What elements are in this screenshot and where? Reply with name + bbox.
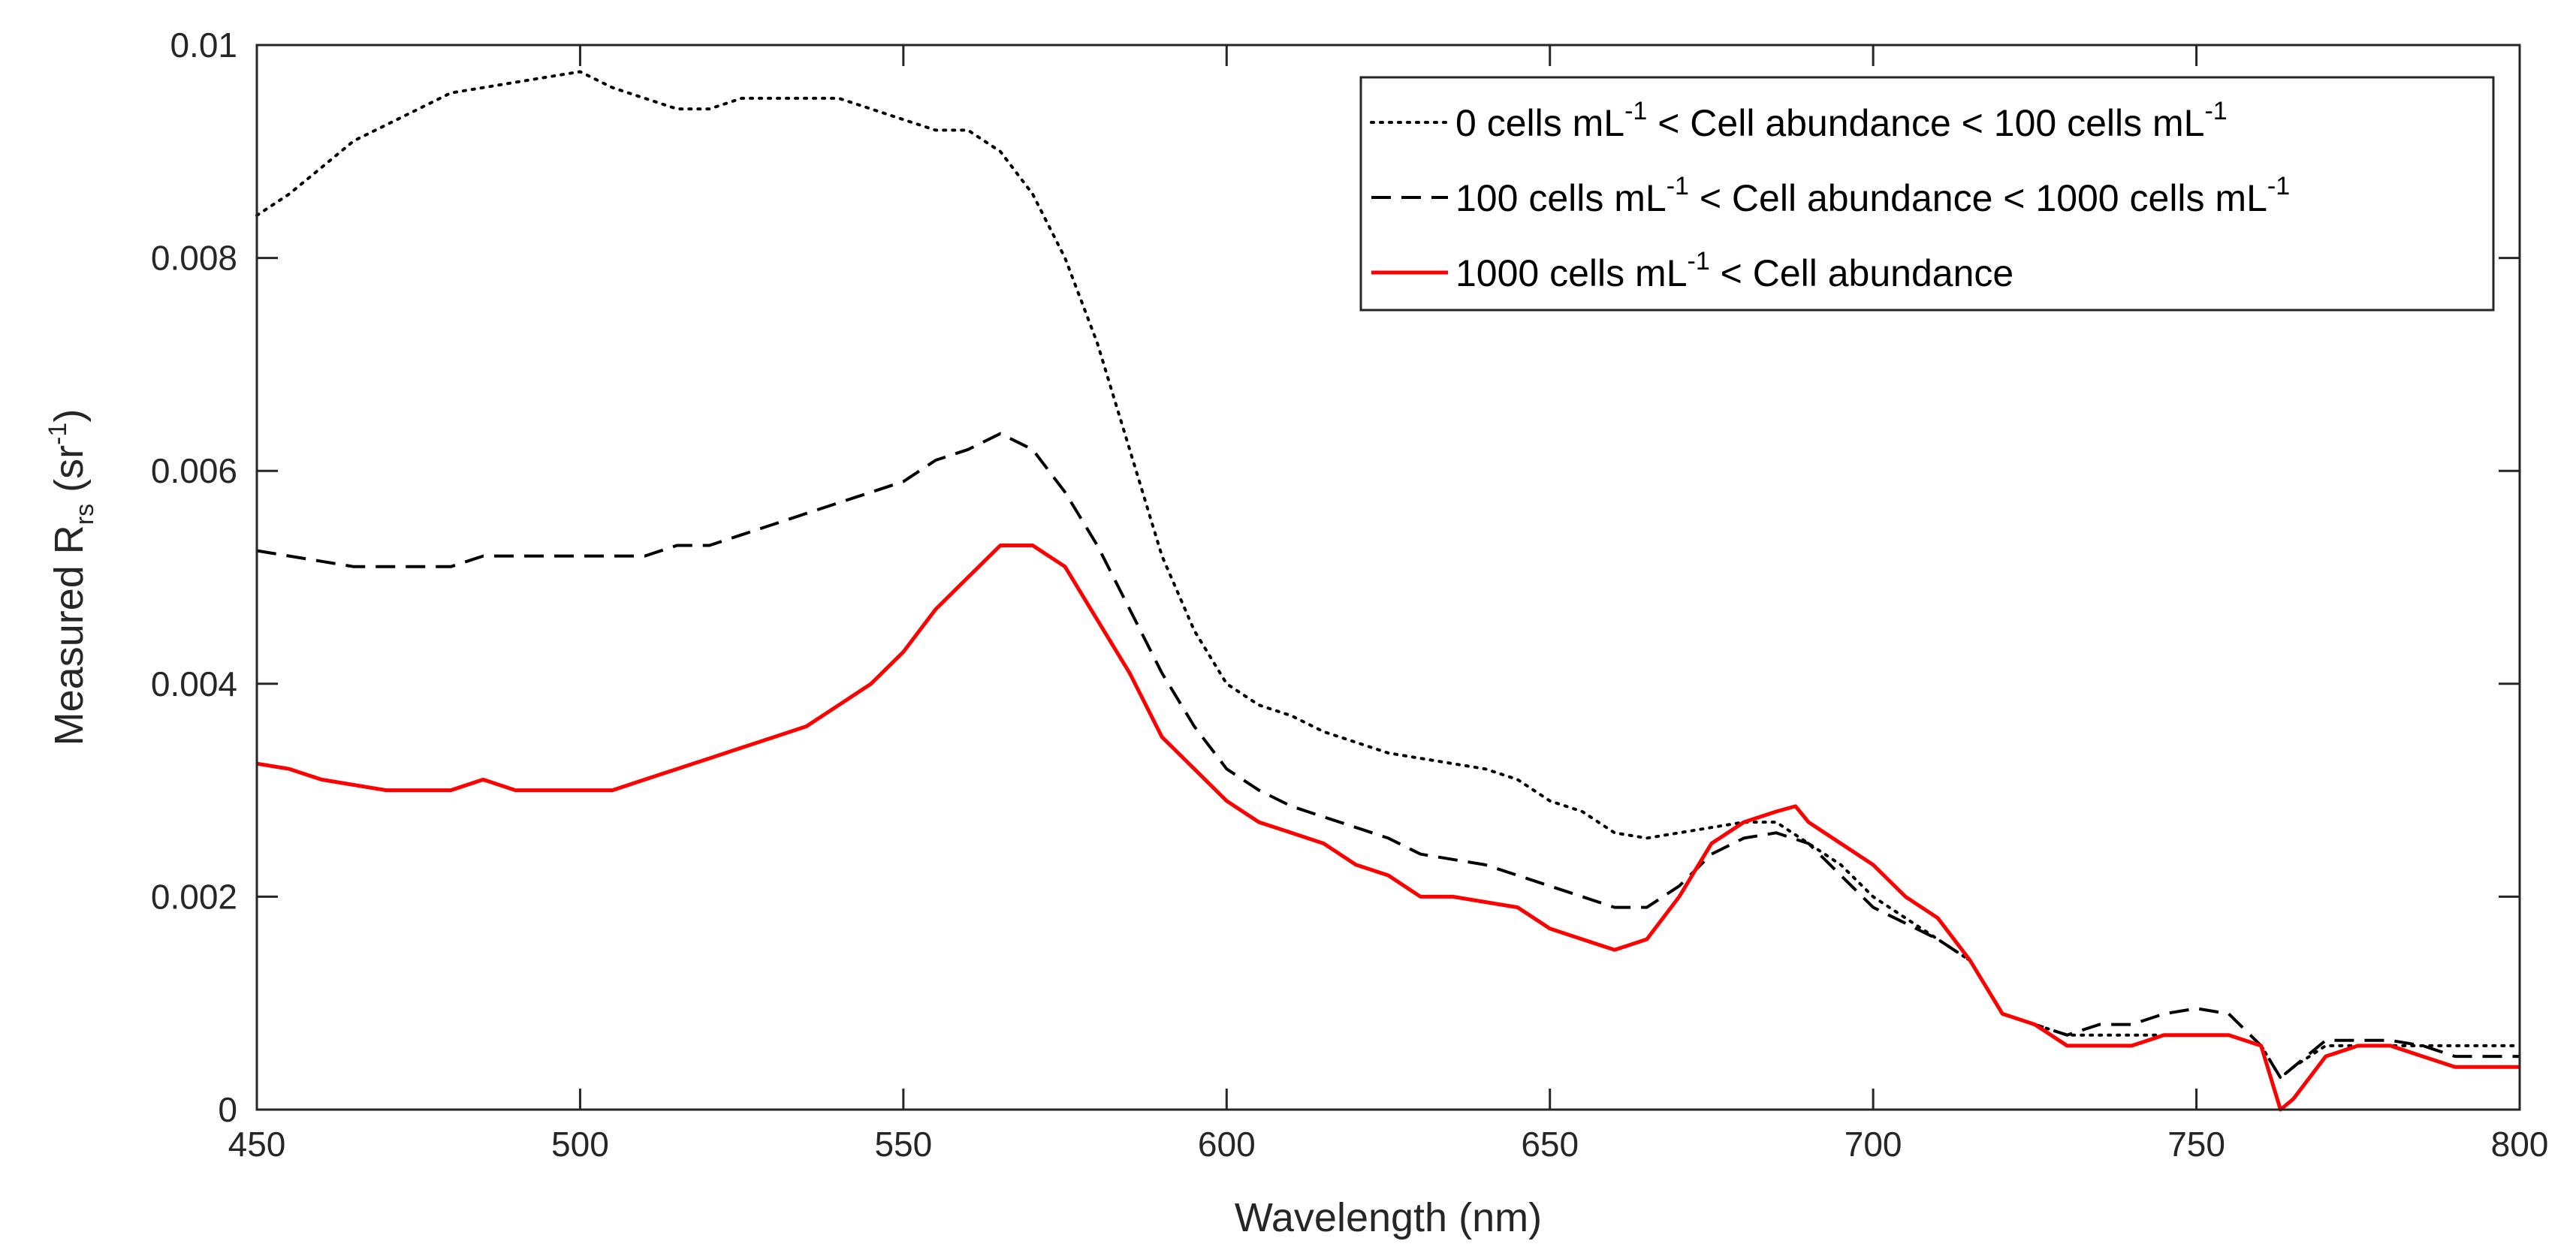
legend-label-3: 1000 cells mL-1 < Cell abundance (1455, 247, 2013, 294)
x-tick-label: 500 (551, 1125, 609, 1164)
legend-label-2: 100 cells mL-1 < Cell abundance < 1000 c… (1455, 172, 2290, 219)
legend-label-part: -1 (1688, 247, 1710, 276)
series-layer (255, 70, 2521, 1112)
x-tick-label: 550 (874, 1125, 932, 1164)
y-axis-title-unit-open: (sr (47, 445, 92, 504)
legend: 0 cells mL-1 < Cell abundance < 100 cell… (1359, 76, 2495, 312)
y-tick-label: 0.002 (151, 877, 237, 916)
x-tick-label: 750 (2167, 1125, 2225, 1164)
legend-label-part: -1 (2204, 97, 2227, 125)
x-axis-title: Wavelength (nm) (1235, 1195, 1542, 1240)
legend-label-part: < Cell abundance < 1000 cells mL (1689, 177, 2267, 219)
legend-label-1: 0 cells mL-1 < Cell abundance < 100 cell… (1455, 97, 2228, 144)
x-tick-label: 800 (2491, 1125, 2549, 1164)
legend-box (1359, 76, 2495, 312)
y-axis-title: Measured Rrs (sr-1) (44, 409, 99, 746)
y-tick-label: 0.006 (151, 451, 237, 490)
y-axis-title-unit-close: ) (47, 409, 92, 423)
x-tick-label: 450 (228, 1125, 286, 1164)
x-tick-label: 650 (1521, 1125, 1579, 1164)
x-tick-label: 700 (1845, 1125, 1902, 1164)
y-axis-title-sub: rs (71, 504, 99, 525)
series-line-1 (255, 70, 2521, 1080)
axes-ticks: 450 500 550 600 650 700 750 800 0 0.002 0.004 0.006… (151, 26, 2549, 1164)
y-tick-label: 0.008 (151, 239, 237, 278)
y-tick-label: 0.004 (151, 664, 237, 703)
legend-label-part: 1000 cells mL (1455, 252, 1688, 294)
legend-label-part: 0 cells mL (1455, 102, 1624, 144)
legend-label-part: -1 (1667, 172, 1689, 200)
legend-label-part: < Cell abundance (1710, 252, 2013, 294)
y-tick-label: 0.01 (170, 26, 237, 65)
x-tick-label: 600 (1198, 1125, 1256, 1164)
series-line-3 (256, 544, 2520, 1112)
legend-label-part: -1 (1624, 97, 1647, 125)
legend-label-part: < Cell abundance < 100 cells mL (1647, 102, 2204, 144)
legend-label-part: 100 cells mL (1455, 177, 1667, 219)
y-axis-title-unit-sup: -1 (44, 423, 72, 445)
legend-label-part: -1 (2267, 172, 2290, 200)
plot-frame (255, 44, 2521, 1111)
y-axis-title-base: Measured R (47, 525, 92, 745)
y-tick-label: 0 (218, 1090, 237, 1129)
